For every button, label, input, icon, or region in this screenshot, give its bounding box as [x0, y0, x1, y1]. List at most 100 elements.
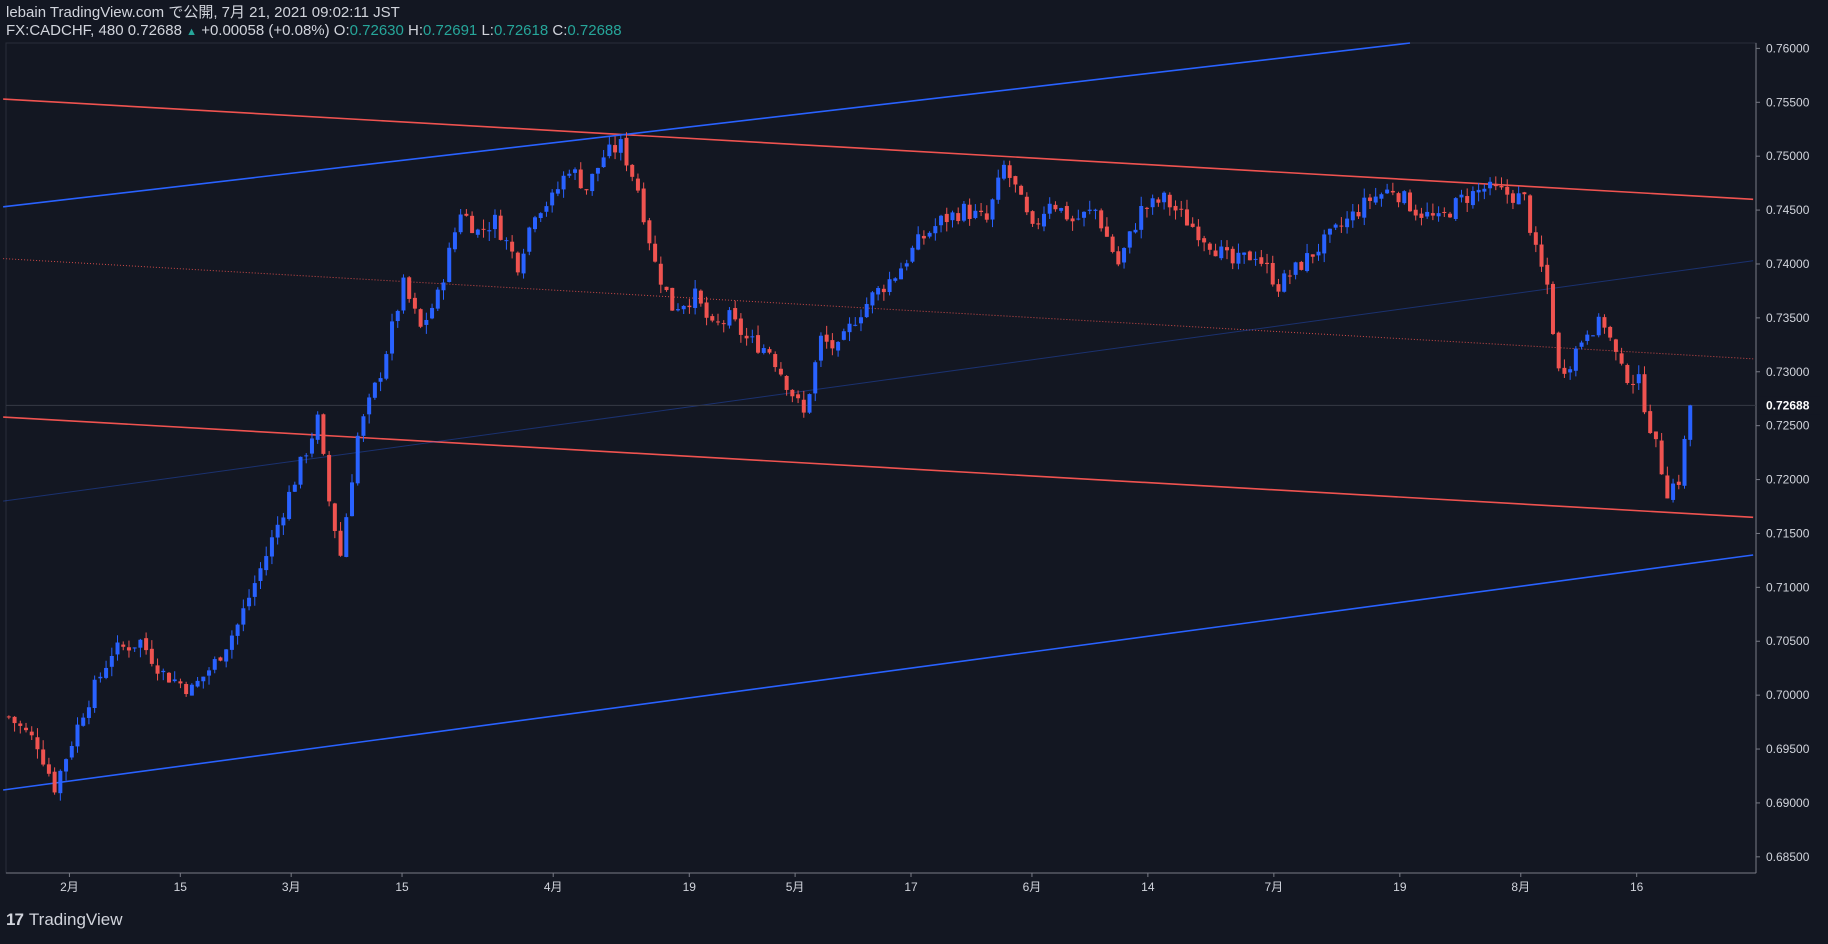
- candle-body[interactable]: [1293, 262, 1298, 275]
- candle-body[interactable]: [1156, 199, 1161, 203]
- candle-body[interactable]: [1333, 224, 1338, 228]
- candle-body[interactable]: [487, 230, 492, 232]
- candle-body[interactable]: [1076, 218, 1081, 220]
- candle-body[interactable]: [372, 382, 377, 398]
- candle-body[interactable]: [670, 287, 675, 311]
- candle-body[interactable]: [384, 354, 389, 379]
- candle-body[interactable]: [984, 213, 989, 220]
- candle-body[interactable]: [492, 214, 497, 230]
- candle-body[interactable]: [498, 215, 503, 240]
- candle-body[interactable]: [1001, 164, 1006, 179]
- candle-body[interactable]: [121, 644, 126, 647]
- candle-body[interactable]: [927, 232, 932, 237]
- candle-body[interactable]: [767, 349, 772, 353]
- candle-body[interactable]: [1602, 317, 1607, 328]
- candle-body[interactable]: [458, 214, 463, 233]
- candle-body[interactable]: [1162, 192, 1167, 203]
- candle-body[interactable]: [98, 676, 103, 679]
- candle-body[interactable]: [956, 213, 961, 221]
- candle-body[interactable]: [841, 331, 846, 340]
- candle-body[interactable]: [1024, 196, 1029, 213]
- candle-body[interactable]: [698, 290, 703, 304]
- candle-body[interactable]: [504, 240, 509, 242]
- candle-body[interactable]: [1642, 374, 1647, 413]
- candle-body[interactable]: [1305, 253, 1310, 272]
- candle-body[interactable]: [1339, 225, 1344, 227]
- candle-body[interactable]: [344, 517, 349, 557]
- candle-body[interactable]: [801, 399, 806, 413]
- candle-body[interactable]: [75, 724, 80, 747]
- candle-body[interactable]: [189, 684, 194, 696]
- candle-body[interactable]: [950, 212, 955, 221]
- candle-body[interactable]: [1682, 438, 1687, 486]
- candle-body[interactable]: [1276, 284, 1281, 292]
- candle-body[interactable]: [510, 241, 515, 252]
- candle-body[interactable]: [887, 279, 892, 293]
- candle-body[interactable]: [1459, 194, 1464, 198]
- candle-body[interactable]: [104, 667, 109, 678]
- candle-body[interactable]: [916, 234, 921, 250]
- candle-body[interactable]: [1436, 213, 1441, 217]
- candle-body[interactable]: [1196, 226, 1201, 241]
- symbol-label[interactable]: FX:CADCHF, 480: [6, 22, 124, 39]
- candle-body[interactable]: [1408, 192, 1413, 212]
- candle-body[interactable]: [693, 288, 698, 308]
- candle-body[interactable]: [1453, 198, 1458, 219]
- candle-body[interactable]: [1110, 236, 1115, 252]
- candle-body[interactable]: [647, 220, 652, 244]
- candle-body[interactable]: [298, 456, 303, 485]
- candle-body[interactable]: [1671, 483, 1676, 500]
- candle-body[interactable]: [1648, 411, 1653, 434]
- candle-body[interactable]: [870, 292, 875, 306]
- candle-body[interactable]: [1413, 209, 1418, 216]
- candle-body[interactable]: [961, 203, 966, 221]
- candle-body[interactable]: [601, 157, 606, 168]
- candle-body[interactable]: [338, 530, 343, 556]
- candle-body[interactable]: [86, 707, 91, 718]
- candle-body[interactable]: [1636, 374, 1641, 384]
- candle-body[interactable]: [1053, 204, 1058, 210]
- candle-body[interactable]: [166, 672, 171, 683]
- candle-body[interactable]: [973, 210, 978, 218]
- candle-body[interactable]: [876, 288, 881, 295]
- candle-body[interactable]: [418, 309, 423, 327]
- candle-body[interactable]: [1573, 348, 1578, 371]
- candle-body[interactable]: [1356, 211, 1361, 217]
- candle-body[interactable]: [858, 317, 863, 324]
- candle-body[interactable]: [109, 655, 114, 667]
- candle-body[interactable]: [207, 670, 212, 676]
- candle-body[interactable]: [1493, 183, 1498, 187]
- candle-body[interactable]: [1653, 431, 1658, 440]
- candle-body[interactable]: [1465, 196, 1470, 203]
- candle-body[interactable]: [1613, 339, 1618, 352]
- candle-body[interactable]: [1019, 185, 1024, 195]
- candle-body[interactable]: [1047, 203, 1052, 214]
- candle-body[interactable]: [1253, 258, 1258, 260]
- candle-body[interactable]: [1579, 342, 1584, 347]
- candle-body[interactable]: [481, 228, 486, 230]
- candle-body[interactable]: [252, 583, 257, 597]
- candle-body[interactable]: [155, 665, 160, 674]
- candle-body[interactable]: [1659, 440, 1664, 475]
- candle-body[interactable]: [1556, 332, 1561, 369]
- ohlc-legend[interactable]: FX:CADCHF, 480 0.72688 ▲ +0.00058 (+0.08…: [6, 22, 622, 41]
- candle-body[interactable]: [1259, 257, 1264, 264]
- candle-body[interactable]: [1202, 238, 1207, 243]
- candle-body[interactable]: [12, 716, 17, 724]
- candle-body[interactable]: [1488, 181, 1493, 189]
- candle-body[interactable]: [241, 608, 246, 625]
- candle-body[interactable]: [1327, 228, 1332, 235]
- candle-body[interactable]: [412, 297, 417, 309]
- candle-body[interactable]: [332, 503, 337, 531]
- candle-body[interactable]: [235, 624, 240, 636]
- candle-body[interactable]: [704, 302, 709, 318]
- candle-body[interactable]: [35, 737, 40, 750]
- candle-body[interactable]: [1230, 248, 1235, 264]
- candle-body[interactable]: [624, 137, 629, 166]
- candle-body[interactable]: [1688, 405, 1693, 440]
- candle-body[interactable]: [184, 684, 189, 695]
- candle-body[interactable]: [1608, 326, 1613, 338]
- candle-body[interactable]: [292, 484, 297, 492]
- candle-body[interactable]: [1482, 188, 1487, 192]
- candle-body[interactable]: [716, 321, 721, 323]
